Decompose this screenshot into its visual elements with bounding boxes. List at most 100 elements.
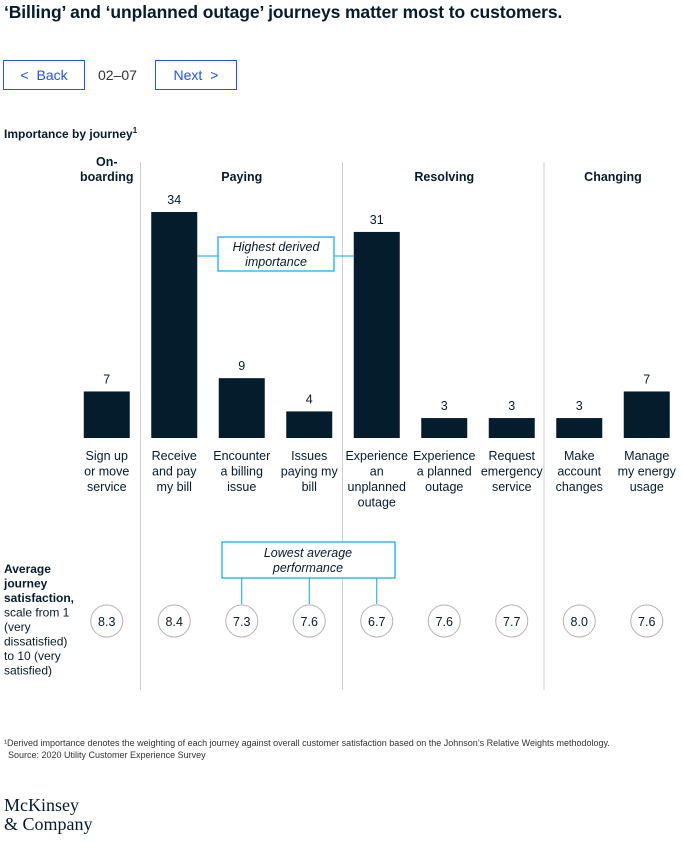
category-label: outage: [425, 480, 463, 494]
category-label: Request: [488, 449, 535, 463]
category-label: and pay: [152, 465, 197, 479]
satisfaction-value: 7.6: [638, 615, 655, 629]
satisfaction-value: 8.3: [98, 615, 115, 629]
category-label: Make: [564, 449, 595, 463]
category-label: Experience: [345, 449, 408, 463]
satisfaction-label: satisfaction,: [4, 591, 74, 605]
category-label: a billing: [221, 465, 263, 479]
category-label: bill: [302, 480, 317, 494]
group-header: On-: [96, 155, 118, 169]
category-label: Encounter: [213, 449, 270, 463]
satisfaction-value: 7.6: [301, 615, 318, 629]
chart-title: Importance by journey1: [4, 126, 137, 141]
group-header: Changing: [584, 170, 642, 184]
category-label: Sign up: [86, 449, 128, 463]
satisfaction-value: 7.6: [436, 615, 453, 629]
category-label: issue: [227, 480, 256, 494]
category-label: a planned: [417, 465, 472, 479]
bar: [488, 418, 535, 438]
category-label: my energy: [618, 465, 677, 479]
bar-value-label: 7: [643, 372, 650, 386]
category-label: or move: [84, 465, 129, 479]
callout-text: importance: [245, 255, 307, 269]
satisfaction-label: satisfied): [4, 664, 52, 678]
satisfaction-circle: [495, 604, 529, 638]
category-label: emergency: [481, 465, 544, 479]
page-indicator: 02–07: [98, 67, 137, 83]
group-header: boarding: [80, 170, 133, 184]
bar: [556, 418, 603, 438]
satisfaction-circle: [292, 604, 326, 638]
category-label: usage: [630, 480, 664, 494]
group-header: Resolving: [414, 170, 474, 184]
mckinsey-logo: McKinsey & Company: [4, 796, 93, 834]
next-button-label: Next: [173, 67, 203, 83]
category-label: unplanned: [348, 480, 406, 494]
journey-chart: On-boarding Paying Resolving Changing 7 Sign …: [3, 155, 677, 690]
bar: [421, 418, 468, 438]
bar: [218, 378, 265, 438]
satisfaction-value: 8.4: [166, 615, 183, 629]
bar: [151, 212, 198, 438]
category-label: an: [370, 465, 384, 479]
back-button-label: Back: [36, 67, 68, 83]
bar-value-label: 9: [238, 359, 245, 373]
satisfaction-circle: [360, 604, 394, 638]
callout-box-importance: [217, 236, 335, 272]
bar-value-label: 3: [508, 399, 515, 413]
satisfaction-label: journey: [3, 577, 48, 591]
satisfaction-circle: [630, 604, 664, 638]
category-label: service: [492, 480, 532, 494]
satisfaction-circle: [157, 604, 191, 638]
satisfaction-label: to 10 (very: [4, 649, 61, 663]
satisfaction-value: 7.3: [233, 615, 250, 629]
callout-text: Lowest average: [264, 546, 352, 560]
bar-value-label: 3: [576, 399, 583, 413]
category-label: changes: [556, 480, 603, 494]
bar-value-label: 31: [370, 213, 384, 227]
logo-line-1: McKinsey: [4, 795, 79, 815]
satisfaction-value: 7.7: [503, 615, 520, 629]
category-label: Issues: [291, 449, 327, 463]
category-label: Experience: [413, 449, 476, 463]
bar-value-label: 4: [306, 392, 313, 406]
callout-text: Highest derived: [233, 240, 321, 254]
logo-line-2: & Company: [4, 814, 93, 834]
satisfaction-circle: [562, 604, 596, 638]
source-note: Source: 2020 Utility Customer Experience…: [8, 750, 206, 760]
satisfaction-label: scale from 1: [4, 606, 70, 620]
satisfaction-label: Average: [4, 562, 51, 576]
footnote-marker: 1: [132, 126, 138, 135]
bar: [83, 391, 130, 438]
page-title: ‘Billing’ and ‘unplanned outage’ journey…: [4, 2, 563, 22]
bar: [623, 391, 670, 438]
chevron-right-icon: >: [210, 67, 219, 83]
satisfaction-label: dissatisfied): [4, 635, 67, 649]
category-label: Manage: [624, 449, 669, 463]
satisfaction-circle: [225, 604, 259, 638]
bar-value-label: 7: [103, 372, 110, 386]
back-button[interactable]: < Back: [3, 60, 85, 90]
next-button[interactable]: Next >: [155, 60, 237, 90]
group-header: Paying: [221, 170, 262, 184]
bar-value-label: 34: [167, 193, 181, 207]
category-label: outage: [358, 496, 396, 510]
category-label: service: [87, 480, 127, 494]
category-label: paying my: [281, 465, 339, 479]
callout-box-performance: [221, 541, 396, 579]
satisfaction-value: 8.0: [571, 615, 588, 629]
category-label: Receive: [152, 449, 197, 463]
chevron-left-icon: <: [20, 67, 29, 83]
bar: [286, 411, 333, 438]
callout-text: performance: [272, 561, 343, 575]
satisfaction-circle: [90, 604, 124, 638]
bar: [353, 231, 400, 438]
bar-value-label: 3: [441, 399, 448, 413]
satisfaction-circle: [427, 604, 461, 638]
footnote: ¹Derived importance denotes the weightin…: [4, 738, 610, 748]
satisfaction-label: (very: [4, 620, 31, 634]
category-label: my bill: [157, 480, 192, 494]
satisfaction-value: 6.7: [368, 615, 385, 629]
category-label: account: [557, 465, 601, 479]
chart-title-text: Importance by journey: [4, 127, 133, 141]
